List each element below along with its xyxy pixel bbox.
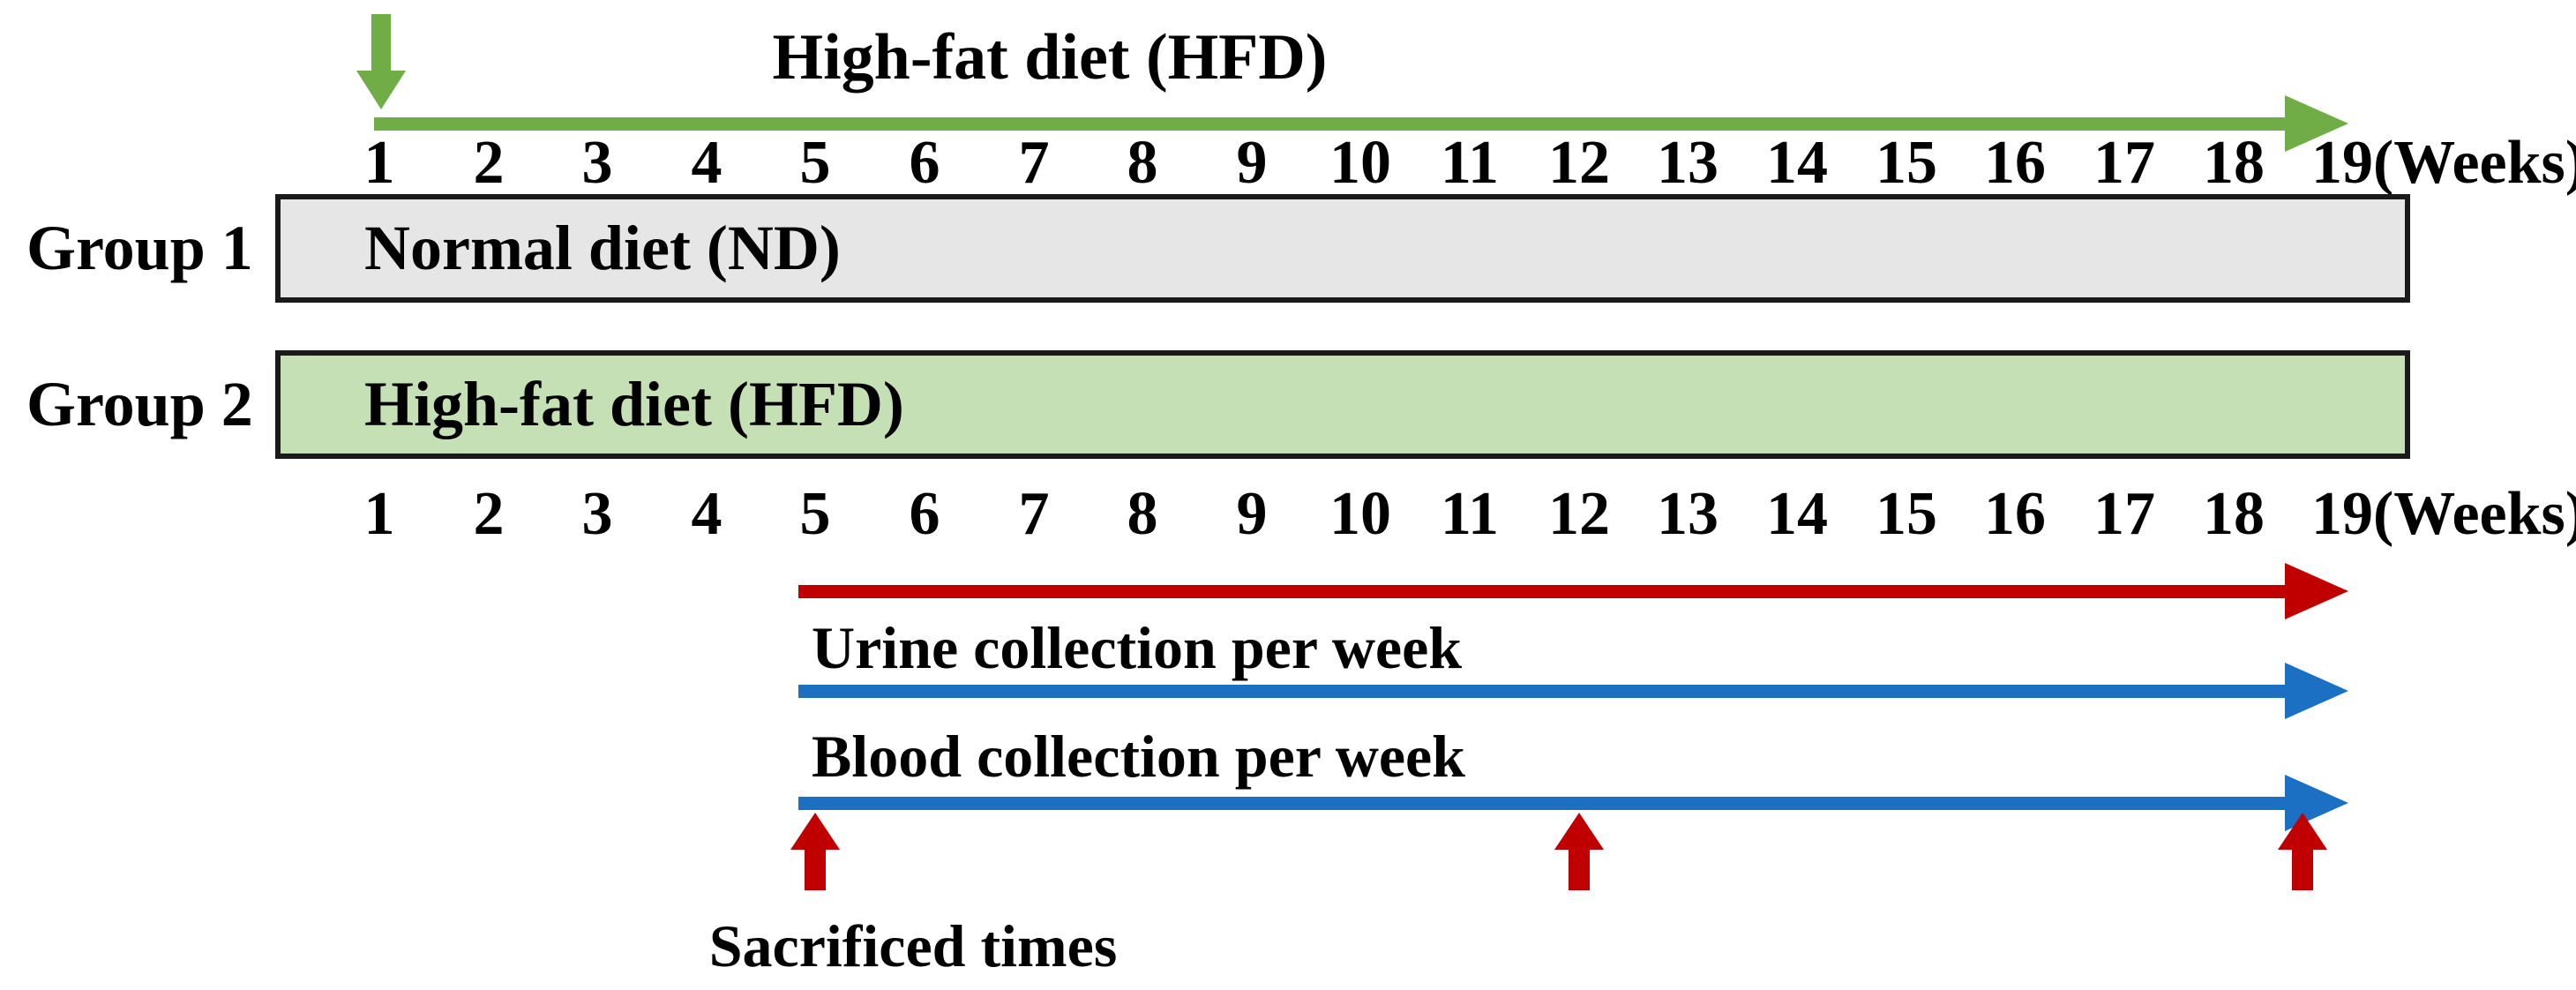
bottom-week-tick: 10	[1329, 480, 1391, 548]
top-week-tick: 1	[363, 129, 395, 197]
bottom-week-tick: 6	[909, 480, 940, 548]
hfd-period-arrow-line	[798, 585, 2285, 598]
down-arrow-shaft	[371, 14, 391, 71]
up-arrow-head	[2278, 813, 2327, 850]
urine-collection-arrow-line	[798, 685, 2285, 698]
bottom-week-tick: 17	[2093, 480, 2155, 548]
top-week-tick: 3	[581, 129, 613, 197]
top-week-tick: 16	[1984, 129, 2046, 197]
up-arrow-shaft	[805, 848, 826, 890]
top-week-tick: 7	[1018, 129, 1050, 197]
bottom-week-tick: 2	[473, 480, 505, 548]
top-week-tick: 5	[799, 129, 831, 197]
bottom-week-tick: 8	[1127, 480, 1158, 548]
bottom-week-tick: 18	[2203, 480, 2265, 548]
top-week-tick: 2	[473, 129, 505, 197]
urine-collection-arrowhead-icon	[2285, 663, 2348, 719]
top-week-tick: 4	[691, 129, 723, 197]
bottom-week-tick: 15	[1876, 480, 1937, 548]
top-week-tick: 13	[1657, 129, 1719, 197]
bottom-week-tick: 14	[1766, 480, 1828, 548]
urine-collection-label: Urine collection per week	[812, 614, 1463, 681]
sacrifice-arrow-week19-icon	[2278, 813, 2327, 890]
top-week-tick: 18	[2203, 129, 2265, 197]
top-week-tick: 15	[1876, 129, 1937, 197]
sacrificed-times-label: Sacrificed times	[708, 912, 1118, 979]
bottom-week-scale-end-label: 19(Weeks)	[2311, 480, 2576, 548]
up-arrow-head	[790, 813, 840, 850]
top-week-tick: 6	[909, 129, 940, 197]
blood-collection-arrow-line	[798, 797, 2285, 810]
hfd-timeline-arrowhead-icon	[2285, 95, 2348, 152]
up-arrow-shaft	[2292, 848, 2313, 890]
bottom-week-tick: 3	[581, 480, 613, 548]
top-week-tick: 10	[1329, 129, 1391, 197]
up-arrow-shaft	[1569, 848, 1590, 890]
bottom-week-tick: 7	[1018, 480, 1050, 548]
top-week-tick: 11	[1440, 129, 1500, 197]
group2-label: Group 2	[26, 369, 253, 439]
bottom-week-tick: 16	[1984, 480, 2046, 548]
bottom-week-tick: 9	[1236, 480, 1268, 548]
bottom-week-tick: 4	[691, 480, 723, 548]
top-week-tick: 17	[2093, 129, 2155, 197]
top-week-tick: 8	[1127, 129, 1158, 197]
blood-collection-label: Blood collection per week	[812, 723, 1465, 790]
sacrifice-arrow-week12-icon	[1554, 813, 1604, 890]
bottom-week-tick: 11	[1440, 480, 1500, 548]
group2-diet-box: High-fat diet (HFD)	[275, 350, 2410, 459]
bottom-week-tick: 1	[363, 480, 395, 548]
group1-label: Group 1	[26, 213, 253, 283]
top-timeline-title: High-fat diet (HFD)	[772, 21, 1328, 94]
top-week-tick: 9	[1236, 129, 1268, 197]
bottom-week-tick: 12	[1548, 480, 1610, 548]
bottom-week-tick: 5	[799, 480, 831, 548]
sacrifice-arrow-week5-icon	[790, 813, 840, 890]
up-arrow-head	[1554, 813, 1604, 850]
hfd-period-arrowhead-icon	[2285, 563, 2348, 619]
top-week-tick: 14	[1766, 129, 1828, 197]
top-week-tick: 12	[1548, 129, 1610, 197]
group1-diet-box: Normal diet (ND)	[275, 194, 2410, 303]
hfd-timeline-arrow-line	[374, 117, 2285, 131]
down-arrow-head	[356, 71, 406, 109]
bottom-week-tick: 13	[1657, 480, 1719, 548]
top-week-scale-end-label: 19(Weeks)	[2311, 129, 2576, 197]
